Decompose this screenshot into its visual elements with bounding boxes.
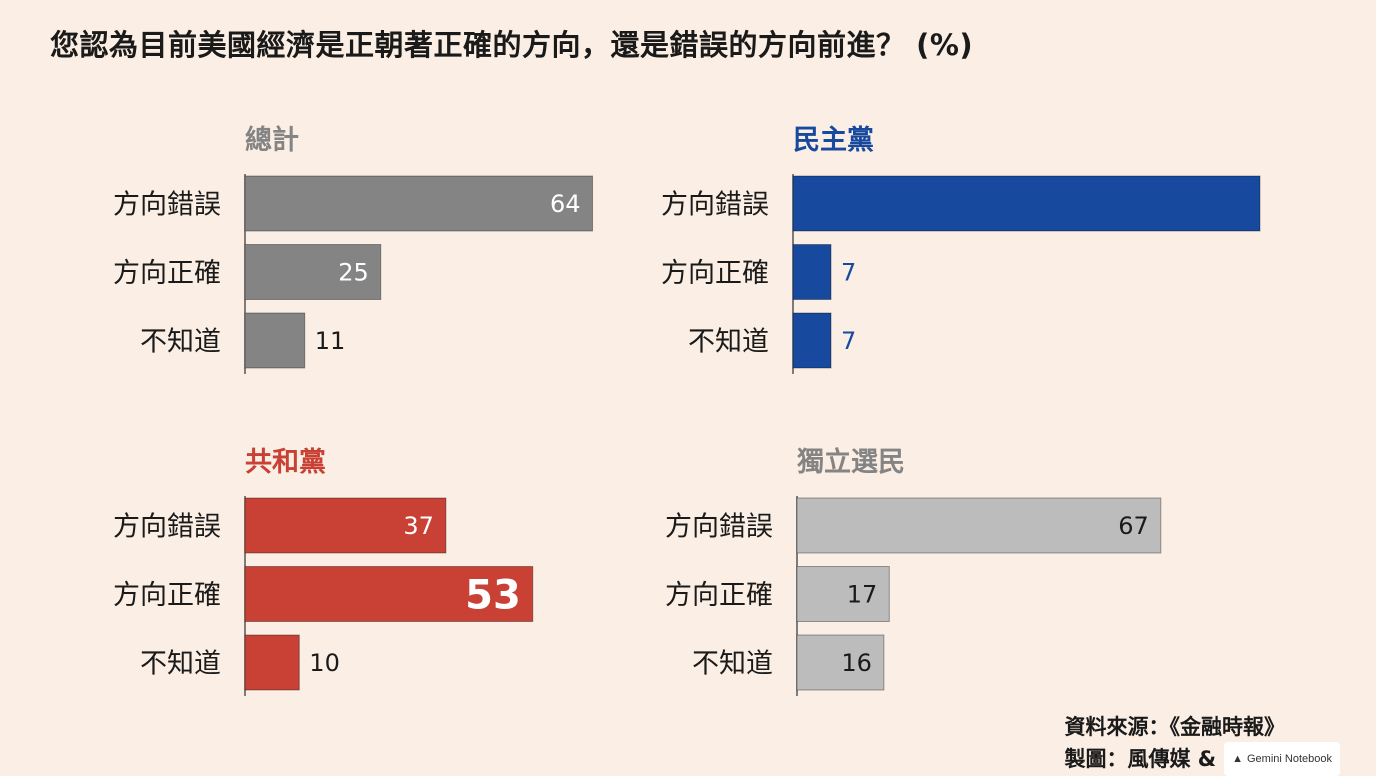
bar [796,566,890,622]
bar [244,497,447,554]
bar [792,244,832,300]
value-label: 64 [550,190,581,218]
bar [244,244,382,300]
value-label: 25 [338,259,369,287]
value-label: 86 [1192,182,1248,228]
category-label: 方向錯誤 [665,512,773,543]
panel-democrat: 民主黨 方向錯誤 86 方向正確 7 不知道 7 [648,118,1261,374]
bar [796,634,885,691]
credit-text: 製圖：風傳媒 & [1064,747,1217,771]
category-label: 方向正確 [113,258,221,289]
bar-chart-independent: 方向錯誤 67 方向正確 17 不知道 16 [665,496,1162,696]
value-label: 7 [841,259,856,287]
value-label: 16 [841,649,872,677]
panel-title: 民主黨 [793,125,874,156]
source-line: 資料來源：《金融時報》 [1064,715,1285,739]
value-label: 7 [841,327,856,355]
chart-title: 您認為目前美國經濟是正朝著正確的方向，還是錯誤的方向前進？ (%) [50,28,974,62]
value-label: 11 [315,327,346,355]
credit-line: 製圖：風傳媒 & ▲ Gemini Notebook [1064,742,1340,776]
panel-independent: 獨立選民 方向錯誤 67 方向正確 17 不知道 16 [652,440,1212,696]
panel-total: 總計 方向錯誤 64 方向正確 25 不知道 11 [100,118,660,374]
value-label: 53 [465,572,521,618]
gemini-notebook-badge: ▲ Gemini Notebook [1224,742,1340,776]
category-label: 不知道 [692,649,773,680]
bar [792,312,832,369]
category-label: 方向錯誤 [113,190,221,221]
badge-text: Gemini Notebook [1247,753,1332,765]
bar [792,175,1261,232]
category-label: 不知道 [688,327,769,358]
value-label: 67 [1118,512,1149,540]
bar [244,566,534,622]
category-label: 方向正確 [113,580,221,611]
category-label: 不知道 [140,649,221,680]
category-label: 不知道 [140,327,221,358]
bar-chart-republican: 方向錯誤 37 方向正確 53 不知道 10 [113,496,534,696]
bar-chart-total: 方向錯誤 64 方向正確 25 不知道 11 [113,174,594,374]
value-label: 10 [309,649,340,677]
source-credits: 資料來源：《金融時報》 製圖：風傳媒 & ▲ Gemini Notebook [1064,712,1340,776]
value-label: 37 [403,512,434,540]
panel-republican: 共和黨 方向錯誤 37 方向正確 53 不知道 10 [100,440,660,696]
category-label: 方向正確 [665,580,773,611]
category-label: 方向正確 [661,258,769,289]
bar [244,312,306,369]
panel-title: 總計 [245,125,299,156]
category-label: 方向錯誤 [113,512,221,543]
panel-title: 共和黨 [245,447,326,478]
category-label: 方向錯誤 [661,190,769,221]
bar [244,634,300,691]
value-label: 17 [847,581,878,609]
bar-chart-democrat: 方向錯誤 86 方向正確 7 不知道 7 [661,174,1261,374]
bar [244,175,594,232]
bar [796,497,1162,554]
panel-title: 獨立選民 [797,447,905,478]
notebook-icon: ▲ [1232,753,1243,765]
